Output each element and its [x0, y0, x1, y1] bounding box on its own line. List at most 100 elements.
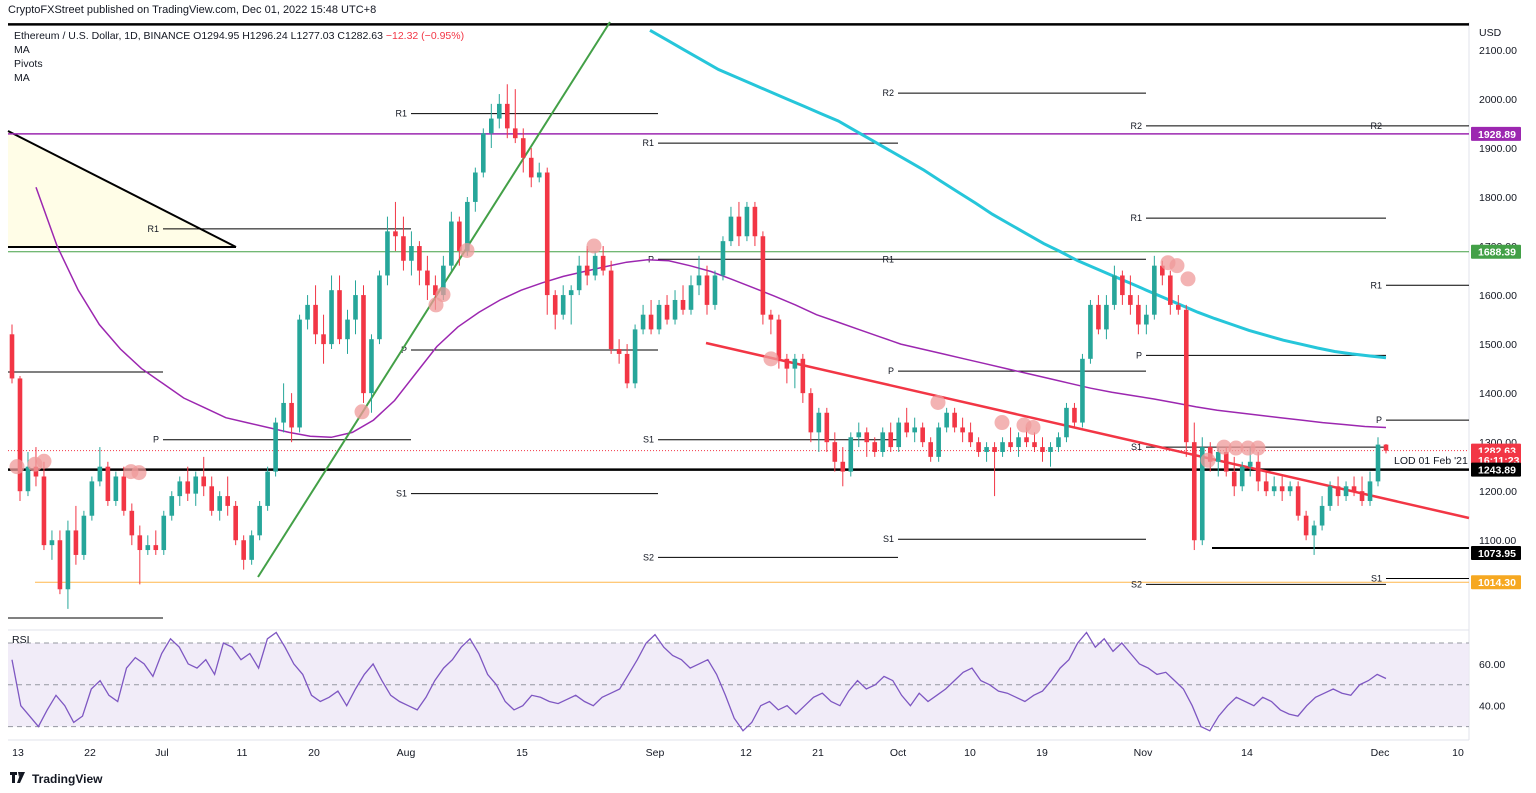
pivot-label: S1	[643, 435, 654, 445]
candle-body	[848, 437, 854, 472]
candle-body	[896, 422, 902, 448]
time-axis-tick: 12	[740, 747, 752, 759]
candle-body	[65, 530, 71, 590]
trendline-red	[705, 341, 1470, 520]
candle	[137, 525, 143, 585]
candle-body	[305, 304, 310, 320]
candle-body	[1168, 275, 1173, 305]
candle	[57, 530, 63, 595]
candle	[489, 103, 494, 148]
candle-body	[552, 295, 558, 315]
candle	[1136, 295, 1141, 335]
candle-body	[265, 471, 270, 506]
candle-body	[976, 442, 981, 452]
pivot-s1: S1	[1371, 573, 1469, 583]
touch-marker	[1228, 440, 1244, 456]
candle	[600, 246, 606, 276]
candle-body	[920, 427, 925, 443]
pivot-label: P	[1136, 350, 1142, 360]
candle-body	[1191, 442, 1197, 541]
rsi-pane-label[interactable]: RSI	[12, 634, 30, 646]
pivot-r1: R1	[395, 109, 658, 119]
candle	[1255, 451, 1261, 492]
candle	[393, 201, 398, 251]
candle	[496, 94, 502, 129]
candle-body	[177, 481, 183, 497]
candle	[17, 375, 23, 502]
candle-body	[313, 304, 318, 335]
candle-body	[728, 216, 734, 242]
candle-body	[41, 476, 47, 546]
candle	[89, 476, 95, 521]
pivot-label: R2	[1370, 121, 1382, 131]
touch-marker	[354, 404, 370, 420]
tradingview-logo-icon	[10, 772, 28, 786]
candle	[616, 339, 622, 364]
candle-body	[1136, 304, 1141, 325]
candle-body	[105, 466, 111, 502]
candle-body	[473, 172, 478, 202]
candle-body	[1000, 442, 1005, 452]
price-axis-tick: 2100.00	[1479, 45, 1517, 57]
candle	[113, 471, 119, 506]
touch-marker	[36, 453, 52, 469]
candle-body	[968, 432, 973, 443]
candle	[688, 275, 694, 315]
price-label-1243.89: 1243.89	[1471, 462, 1521, 477]
candle-body	[984, 447, 989, 452]
candle	[872, 437, 878, 457]
candle-body	[888, 432, 894, 448]
legend-indicator-pivots[interactable]: Pivots	[14, 58, 43, 70]
candle-body	[768, 314, 774, 320]
candle-body	[81, 515, 87, 555]
candle-body	[281, 402, 286, 423]
candle-body	[992, 447, 997, 452]
time-axis-tick: 22	[84, 747, 96, 759]
candle	[632, 324, 638, 389]
candle	[457, 216, 462, 266]
price-label-text: 1688.39	[1478, 247, 1516, 259]
price-label-1073.95: 1073.95	[1471, 546, 1521, 561]
candle	[576, 255, 582, 296]
candle-body	[832, 442, 838, 462]
candle-body	[457, 221, 462, 251]
candle-body	[536, 172, 542, 178]
candle	[473, 167, 478, 212]
candle-body	[736, 216, 742, 237]
candle-body	[1120, 275, 1125, 296]
tradingview-footer: TradingView	[10, 772, 102, 786]
candle-body	[425, 270, 430, 286]
tradingview-brand[interactable]: TradingView	[32, 772, 103, 786]
candle-body	[624, 353, 630, 384]
candle	[1375, 437, 1381, 487]
candle-body	[1247, 461, 1253, 467]
candle	[193, 471, 199, 506]
legend-symbol[interactable]: Ethereum / U.S. Dollar, 1D, BINANCE	[14, 30, 191, 42]
candle	[337, 275, 342, 345]
candle	[1072, 402, 1077, 428]
candle-body	[273, 422, 278, 472]
lod-annotation: LOD 01 Feb '21	[1394, 455, 1468, 467]
candle-body	[1160, 265, 1165, 276]
candle-body	[169, 496, 175, 516]
candle-body	[97, 466, 103, 482]
candle	[241, 535, 246, 570]
candle-body	[600, 255, 606, 271]
legend-indicator-ma[interactable]: MA	[14, 44, 30, 56]
candle	[608, 260, 614, 354]
candle	[856, 422, 862, 448]
candle	[409, 231, 414, 276]
rsi-axis-tick: 60.00	[1479, 659, 1505, 671]
candle-body	[449, 221, 454, 266]
time-axis-tick: 21	[812, 747, 824, 759]
candle-body	[153, 545, 159, 551]
candle-body	[952, 412, 957, 428]
candle-body	[800, 358, 806, 394]
legend-indicator-ma-2[interactable]: MA	[14, 72, 30, 84]
candle-body	[1048, 447, 1053, 452]
candle	[888, 422, 894, 452]
candle	[49, 530, 55, 560]
candle-body	[664, 304, 670, 320]
touch-marker	[930, 394, 946, 410]
